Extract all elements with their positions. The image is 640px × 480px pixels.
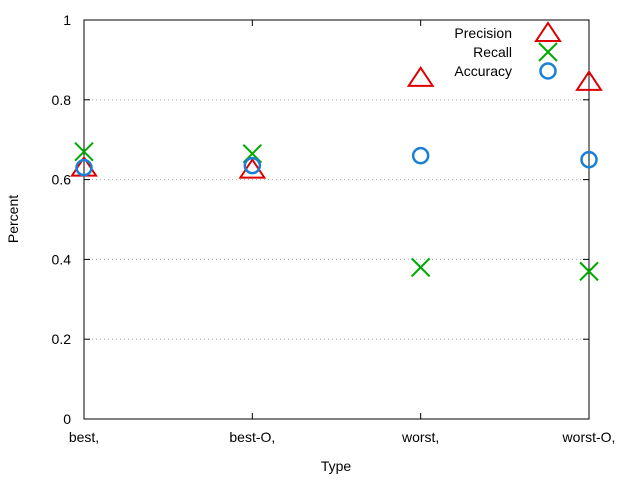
recall-point bbox=[410, 257, 431, 278]
y-tick-label: 0 bbox=[63, 411, 71, 427]
x-tick-label: best, bbox=[69, 429, 99, 445]
x-tick-label: best-O, bbox=[229, 429, 275, 445]
legend-label: Accuracy bbox=[454, 63, 512, 79]
accuracy-point bbox=[411, 146, 430, 165]
plot-frame bbox=[83, 19, 590, 420]
legend-accuracy-marker bbox=[539, 62, 557, 80]
x-tick-label: worst-O, bbox=[562, 429, 616, 445]
data-points bbox=[70, 66, 603, 282]
y-axis: 0 0.2 0.4 0.6 0.8 1 bbox=[52, 12, 589, 427]
y-tick-label: 0.2 bbox=[52, 331, 72, 347]
legend-precision-marker bbox=[534, 21, 562, 42]
y-tick-label: 1 bbox=[63, 12, 71, 28]
legend-label: Precision bbox=[454, 25, 512, 41]
precision-point bbox=[406, 66, 435, 87]
accuracy-point bbox=[75, 158, 93, 177]
legend-label: Recall bbox=[473, 44, 512, 60]
accuracy-point bbox=[580, 150, 598, 169]
y-axis-label: Percent bbox=[5, 195, 21, 243]
x-axis-label: Type bbox=[321, 458, 352, 474]
recall-point bbox=[74, 141, 94, 162]
y-tick-label: 0.6 bbox=[52, 172, 72, 188]
y-tick-label: 0.4 bbox=[52, 251, 72, 267]
legend-recall-marker bbox=[538, 42, 558, 62]
precision-point bbox=[575, 70, 603, 91]
legend: Precision Recall Accuracy bbox=[454, 21, 562, 80]
y-tick-label: 0.8 bbox=[52, 92, 72, 108]
accuracy-point bbox=[243, 156, 262, 175]
grid-lines bbox=[84, 99, 589, 340]
recall-point bbox=[579, 261, 599, 282]
x-axis: best, best-O, worst, worst-O, bbox=[69, 20, 616, 445]
x-tick-label: worst, bbox=[401, 429, 439, 445]
